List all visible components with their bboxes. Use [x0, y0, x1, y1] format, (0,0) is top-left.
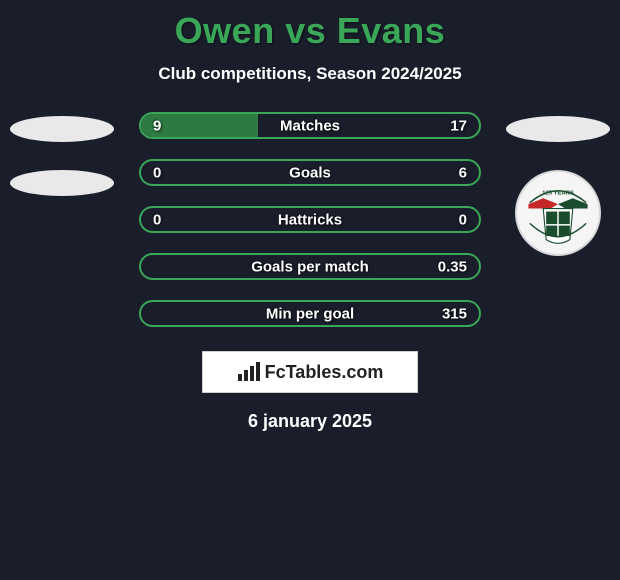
stat-label: Goals [289, 164, 331, 181]
bar-chart-icon [237, 362, 261, 382]
svg-text:125 YEARS: 125 YEARS [542, 191, 574, 197]
stat-label: Min per goal [266, 305, 354, 322]
player-photo-placeholder-left [10, 116, 114, 142]
stat-bar: 0 Hattricks 0 [139, 206, 481, 233]
stat-left-value: 9 [153, 117, 161, 134]
stats-area: 9 Matches 17 0 Goals 6 0 Hattricks 0 Goa… [0, 112, 620, 327]
stat-label: Matches [280, 117, 340, 134]
stat-bar: Goals per match 0.35 [139, 253, 481, 280]
stat-left-value: 0 [153, 164, 161, 181]
report-date: 6 january 2025 [248, 411, 372, 432]
stat-bar: 0 Goals 6 [139, 159, 481, 186]
team-crest-placeholder-left [10, 170, 114, 196]
stat-right-value: 315 [442, 305, 467, 322]
stats-bars: 9 Matches 17 0 Goals 6 0 Hattricks 0 Goa… [139, 112, 481, 327]
player-photo-placeholder-right [506, 116, 610, 142]
brand-text: FcTables.com [265, 362, 384, 383]
left-player-col [7, 112, 117, 196]
stat-bar: Min per goal 315 [139, 300, 481, 327]
brand-link[interactable]: FcTables.com [202, 351, 418, 393]
stat-bar: 9 Matches 17 [139, 112, 481, 139]
stat-right-value: 17 [450, 117, 467, 134]
stat-left-value: 0 [153, 211, 161, 228]
stat-label: Goals per match [251, 258, 369, 275]
crest-icon: 125 YEARS [521, 176, 595, 250]
stat-right-value: 0 [459, 211, 467, 228]
subtitle: Club competitions, Season 2024/2025 [158, 64, 461, 84]
right-player-col: 125 YEARS [503, 112, 613, 256]
stat-right-value: 0.35 [438, 258, 467, 275]
team-crest-right: 125 YEARS [515, 170, 601, 256]
page-title: Owen vs Evans [175, 10, 446, 52]
stat-right-value: 6 [459, 164, 467, 181]
stat-label: Hattricks [278, 211, 342, 228]
